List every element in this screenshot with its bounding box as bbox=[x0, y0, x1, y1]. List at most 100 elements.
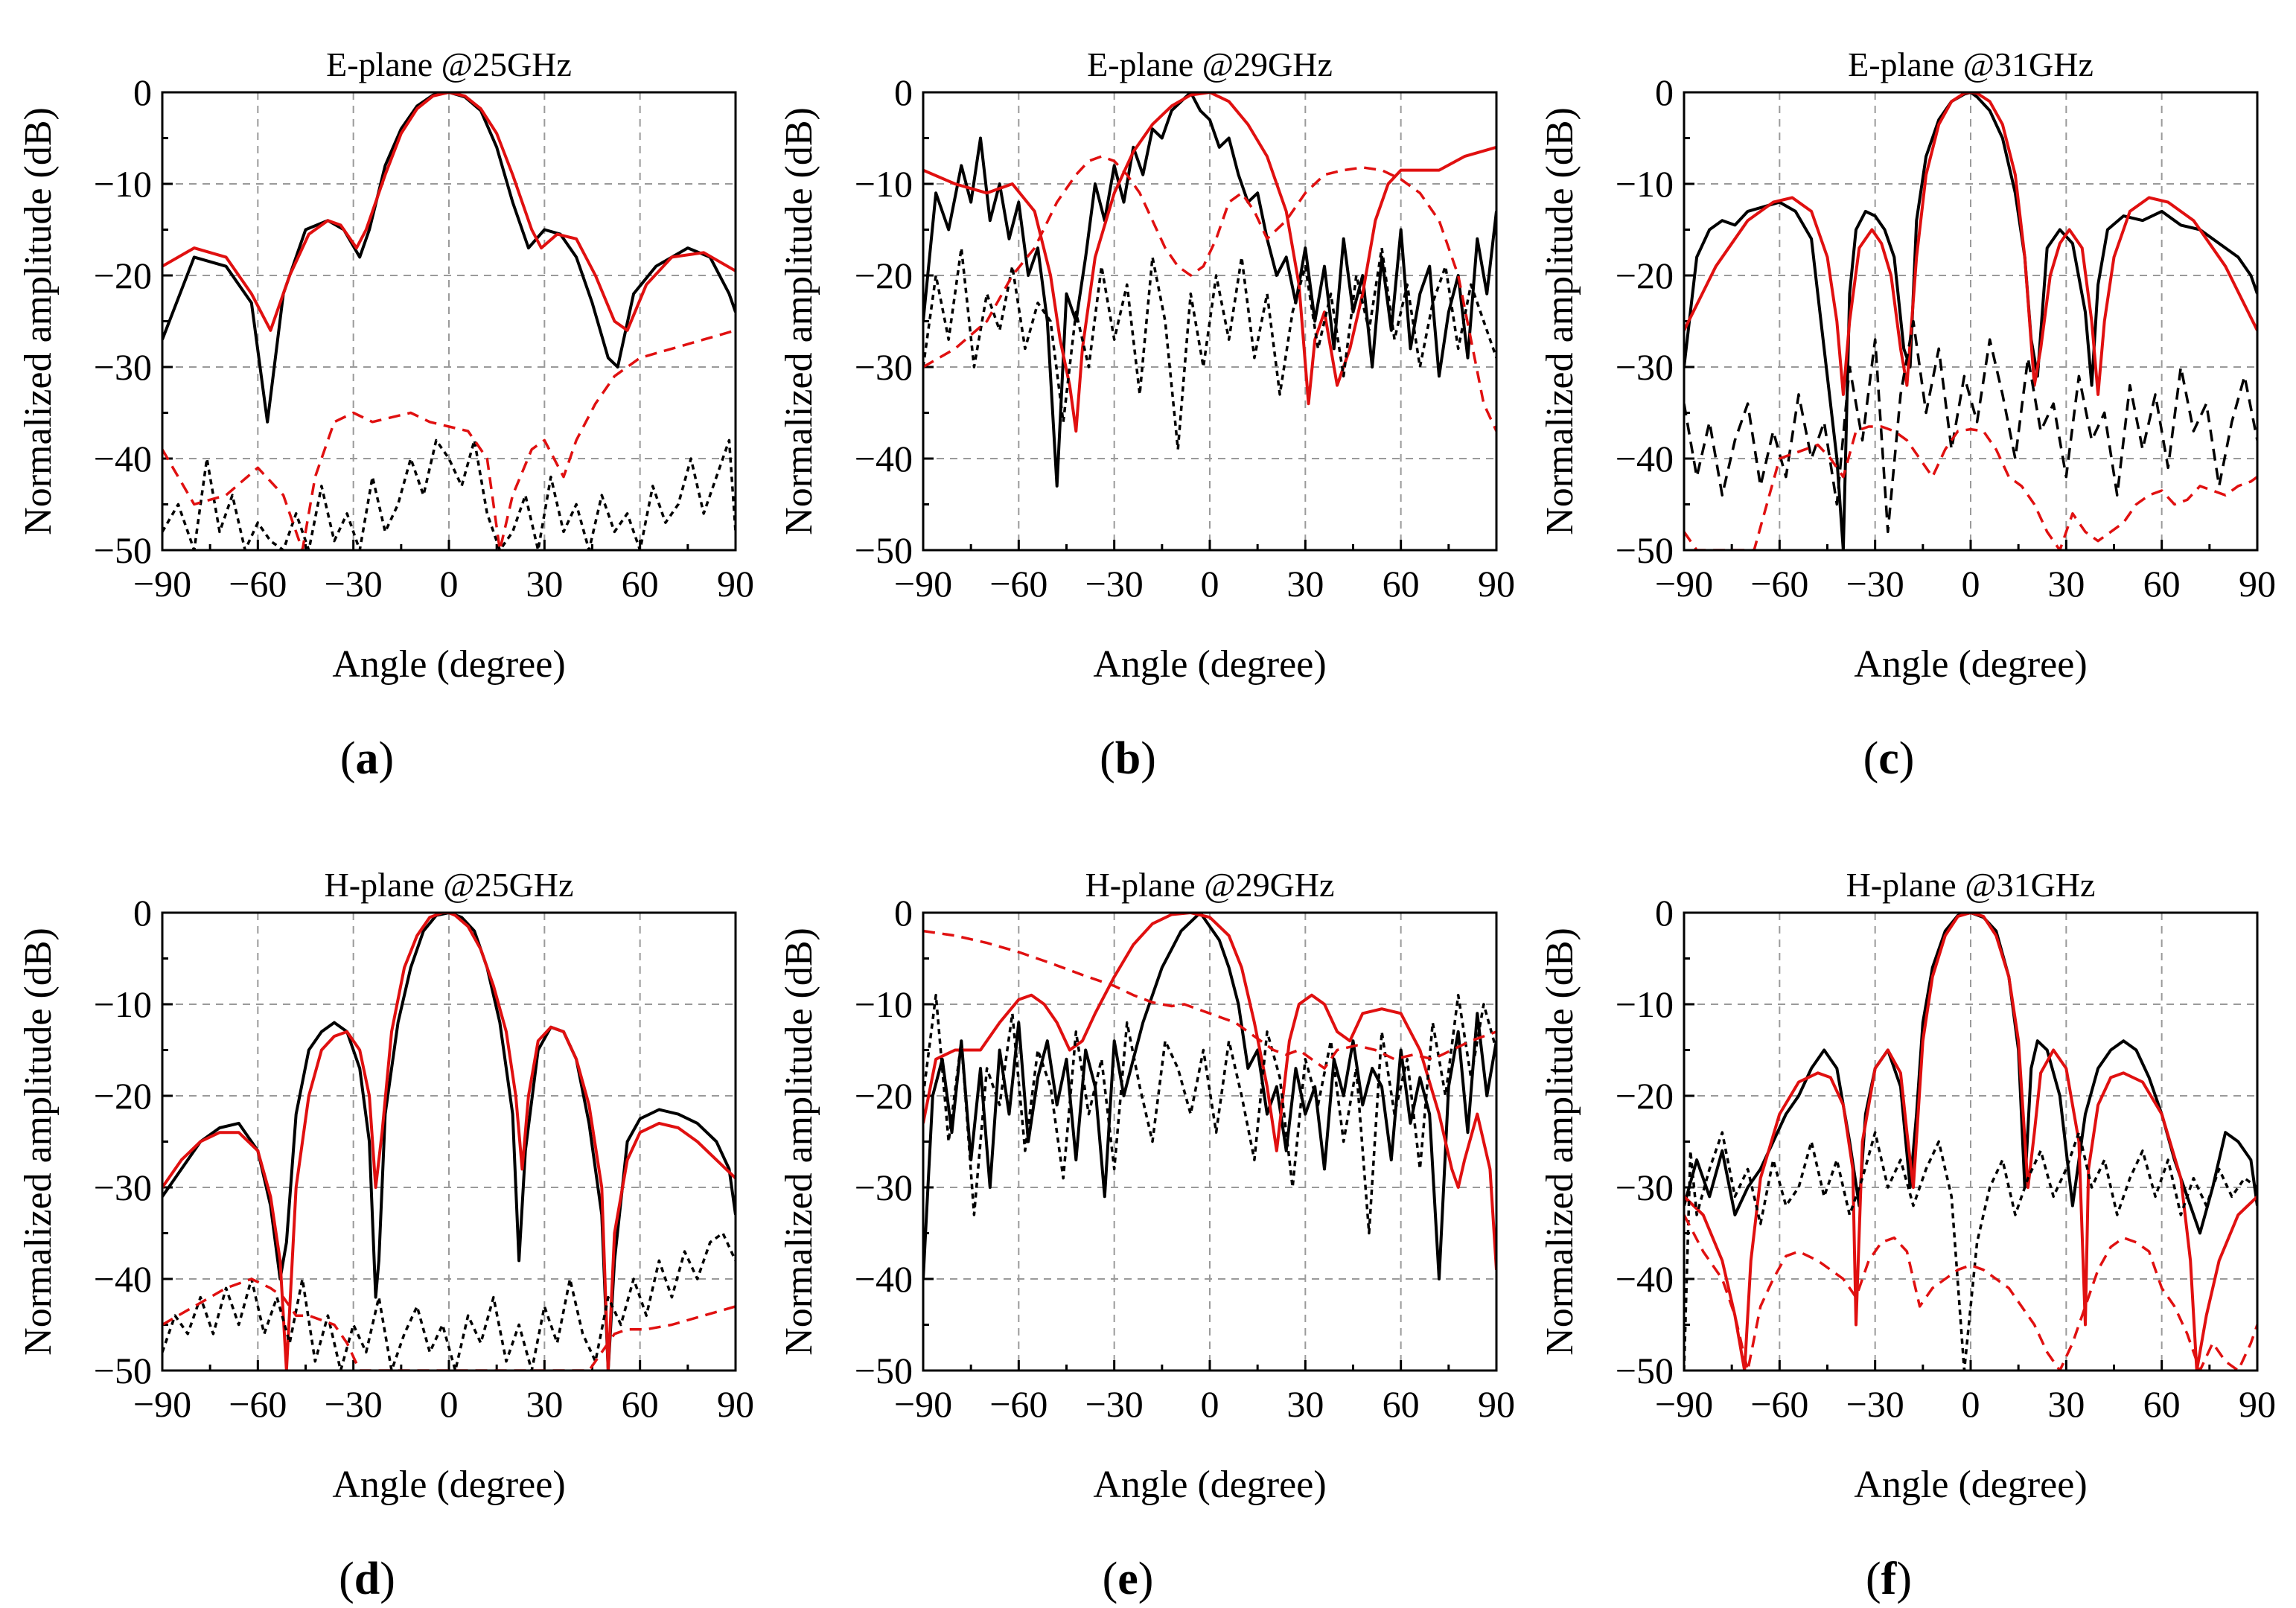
x-tick-label: 30 bbox=[526, 563, 563, 604]
y-tick-label: −20 bbox=[1616, 1075, 1674, 1117]
x-tick-label: 90 bbox=[2239, 563, 2276, 604]
x-tick-label: 60 bbox=[1383, 1383, 1420, 1425]
x-tick-label: 30 bbox=[526, 1383, 563, 1425]
y-tick-label: −20 bbox=[1616, 255, 1674, 296]
y-tick-label: −40 bbox=[855, 438, 913, 479]
series-line-simulated-co-pol bbox=[923, 913, 1496, 1270]
series-line-measured-co-pol bbox=[923, 92, 1496, 488]
series-line-measured-cross-pol bbox=[923, 993, 1496, 1235]
y-tick-label: 0 bbox=[894, 71, 913, 113]
x-tick-label: −90 bbox=[894, 563, 952, 604]
x-tick-label: −30 bbox=[1085, 563, 1144, 604]
x-axis-label: Angle (degree) bbox=[332, 1464, 565, 1506]
x-tick-label: −90 bbox=[133, 1383, 191, 1425]
x-tick-label: −30 bbox=[325, 563, 383, 604]
x-tick-label: 90 bbox=[2239, 1383, 2276, 1425]
y-tick-label: −40 bbox=[94, 1258, 152, 1300]
y-axis-label: Normalized amplitude (dB) bbox=[17, 107, 60, 535]
series-line-measured-cross-pol bbox=[1684, 319, 2257, 534]
subfigure-label: (e) bbox=[1103, 1554, 1154, 1604]
y-tick-label: −40 bbox=[94, 438, 152, 479]
chart-title: H-plane @31GHz bbox=[1846, 866, 2096, 904]
series-line-simulated-co-pol bbox=[162, 92, 736, 332]
plot-frame bbox=[1683, 91, 2259, 552]
y-tick-label: −50 bbox=[94, 1350, 152, 1391]
x-tick-label: −90 bbox=[894, 1383, 952, 1425]
series-line-simulated-cross-pol bbox=[1684, 425, 2257, 550]
y-axis-label: Normalized amplitude (dB) bbox=[1539, 107, 1581, 535]
plot-frame bbox=[1683, 911, 2259, 1372]
y-tick-label: 0 bbox=[1655, 892, 1674, 934]
series-line-measured-cross-pol bbox=[162, 1231, 736, 1371]
y-tick-label: −20 bbox=[94, 255, 152, 296]
x-tick-label: 60 bbox=[1383, 563, 1420, 604]
series-line-measured-co-pol bbox=[1684, 913, 2257, 1235]
x-tick-label: −60 bbox=[989, 1383, 1047, 1425]
y-tick-label: −30 bbox=[855, 1167, 913, 1208]
y-tick-label: −20 bbox=[94, 1075, 152, 1117]
x-tick-label: 0 bbox=[1201, 563, 1219, 604]
y-axis-label: Normalized amplitude (dB) bbox=[17, 928, 60, 1356]
x-tick-label: −30 bbox=[1846, 1383, 1904, 1425]
y-axis-label: Normalized amplitude (dB) bbox=[778, 928, 820, 1356]
x-tick-label: 60 bbox=[2143, 563, 2181, 604]
x-tick-label: 30 bbox=[1286, 563, 1324, 604]
y-tick-label: −10 bbox=[94, 163, 152, 205]
y-tick-label: −10 bbox=[1616, 983, 1674, 1025]
y-tick-label: −40 bbox=[855, 1258, 913, 1300]
series-line-simulated-cross-pol bbox=[923, 155, 1496, 432]
plot-frame bbox=[161, 91, 737, 552]
x-tick-label: −60 bbox=[229, 1383, 287, 1425]
x-tick-label: −90 bbox=[1655, 563, 1713, 604]
x-axis-label: Angle (degree) bbox=[1093, 643, 1326, 686]
y-tick-label: −50 bbox=[855, 529, 913, 571]
x-tick-label: −60 bbox=[989, 563, 1047, 604]
subfigure-label: (f) bbox=[1866, 1554, 1912, 1604]
series-line-measured-co-pol bbox=[162, 913, 736, 1371]
y-tick-label: −50 bbox=[94, 529, 152, 571]
chart-title: H-plane @29GHz bbox=[1085, 866, 1335, 904]
x-axis-label: Angle (degree) bbox=[332, 643, 565, 686]
subfigure-label: (a) bbox=[340, 733, 394, 784]
chart-title: E-plane @31GHz bbox=[1848, 45, 2093, 83]
y-tick-label: −50 bbox=[1616, 1350, 1674, 1391]
x-tick-label: 0 bbox=[440, 1383, 459, 1425]
x-tick-label: 30 bbox=[2047, 563, 2085, 604]
y-axis-label: Normalized amplitude (dB) bbox=[1539, 928, 1581, 1356]
series-line-measured-cross-pol bbox=[1684, 1131, 2257, 1371]
subfigure-label: (c) bbox=[1863, 733, 1915, 784]
chart-panel-f: −90 −60 −30 0 30 60 90 0 −10 −20 −30 −40 −50 H-plane … bbox=[1539, 866, 2276, 1604]
x-axis-label: Angle (degree) bbox=[1854, 643, 2087, 686]
subfigure-label: (d) bbox=[339, 1554, 395, 1604]
x-tick-label: 0 bbox=[1201, 1383, 1219, 1425]
series-line-measured-cross-pol bbox=[162, 438, 736, 550]
y-tick-label: −10 bbox=[855, 983, 913, 1025]
x-tick-label: −90 bbox=[1655, 1383, 1713, 1425]
series-line-simulated-cross-pol bbox=[162, 329, 736, 550]
subfigure-label: (b) bbox=[1100, 733, 1156, 784]
y-tick-label: −10 bbox=[855, 163, 913, 205]
y-tick-label: 0 bbox=[133, 892, 152, 934]
y-tick-label: −30 bbox=[855, 346, 913, 388]
chart-panel-a: −90 −60 −30 0 30 60 90 0 −10 −20 −30 −40 −50 E-plane … bbox=[17, 45, 754, 784]
y-tick-label: −40 bbox=[1616, 1258, 1674, 1300]
x-tick-label: 90 bbox=[1478, 563, 1515, 604]
y-tick-label: −40 bbox=[1616, 438, 1674, 479]
x-tick-label: −30 bbox=[1846, 563, 1904, 604]
y-tick-label: 0 bbox=[1655, 71, 1674, 113]
x-axis-label: Angle (degree) bbox=[1093, 1464, 1326, 1506]
x-tick-label: 60 bbox=[622, 1383, 659, 1425]
y-tick-label: −50 bbox=[855, 1350, 913, 1391]
y-tick-label: 0 bbox=[133, 71, 152, 113]
x-tick-label: 30 bbox=[2047, 1383, 2085, 1425]
x-tick-label: −60 bbox=[1750, 1383, 1808, 1425]
series-line-measured-co-pol bbox=[923, 913, 1496, 1280]
x-tick-label: 90 bbox=[717, 1383, 754, 1425]
x-tick-label: 90 bbox=[717, 563, 754, 604]
series-line-simulated-co-pol bbox=[1684, 92, 2257, 396]
series-line-simulated-co-pol bbox=[162, 913, 736, 1371]
x-tick-label: 0 bbox=[1962, 563, 1980, 604]
chart-title: E-plane @29GHz bbox=[1087, 45, 1333, 83]
series-line-simulated-co-pol bbox=[1684, 913, 2257, 1371]
